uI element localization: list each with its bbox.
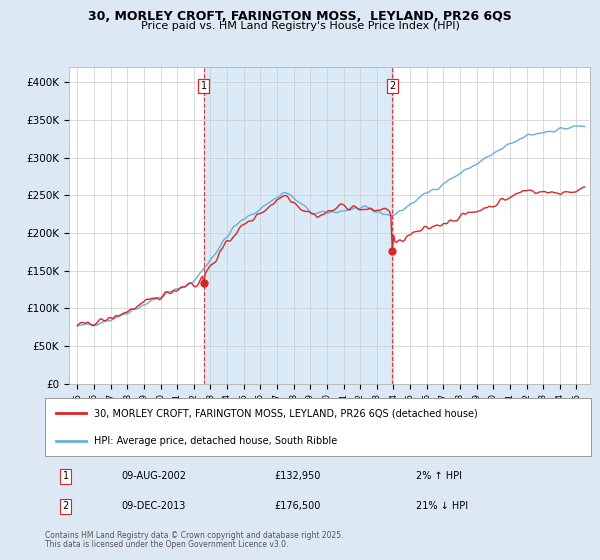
Text: 2: 2: [62, 501, 69, 511]
Text: 1: 1: [201, 81, 207, 91]
Text: 1: 1: [62, 472, 69, 482]
Text: £132,950: £132,950: [274, 472, 320, 482]
Text: 21% ↓ HPI: 21% ↓ HPI: [416, 501, 469, 511]
Text: HPI: Average price, detached house, South Ribble: HPI: Average price, detached house, Sout…: [94, 436, 337, 446]
Text: Price paid vs. HM Land Registry's House Price Index (HPI): Price paid vs. HM Land Registry's House …: [140, 21, 460, 31]
Text: This data is licensed under the Open Government Licence v3.0.: This data is licensed under the Open Gov…: [45, 540, 289, 549]
Text: 2% ↑ HPI: 2% ↑ HPI: [416, 472, 462, 482]
Text: Contains HM Land Registry data © Crown copyright and database right 2025.: Contains HM Land Registry data © Crown c…: [45, 531, 343, 540]
Text: 2: 2: [389, 81, 395, 91]
Text: 09-AUG-2002: 09-AUG-2002: [121, 472, 187, 482]
Text: 30, MORLEY CROFT, FARINGTON MOSS, LEYLAND, PR26 6QS (detached house): 30, MORLEY CROFT, FARINGTON MOSS, LEYLAN…: [94, 408, 478, 418]
Bar: [204, 67, 392, 384]
Text: £176,500: £176,500: [274, 501, 320, 511]
Text: 30, MORLEY CROFT, FARINGTON MOSS,  LEYLAND, PR26 6QS: 30, MORLEY CROFT, FARINGTON MOSS, LEYLAN…: [88, 10, 512, 23]
Text: 09-DEC-2013: 09-DEC-2013: [121, 501, 186, 511]
